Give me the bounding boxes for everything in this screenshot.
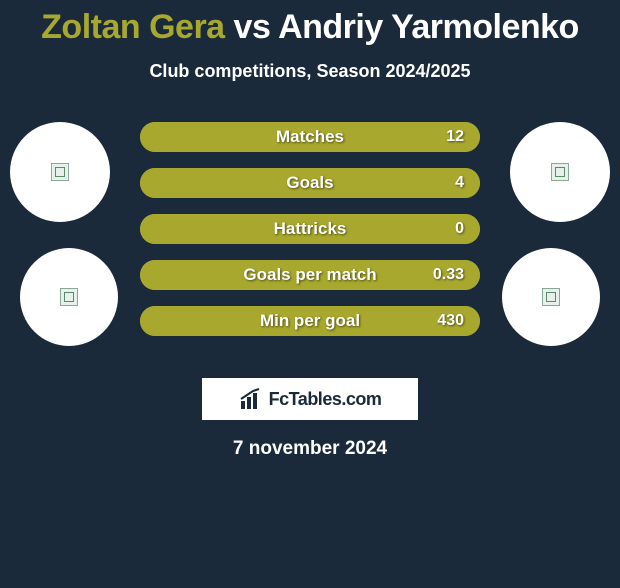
stat-value: 0 xyxy=(455,220,464,238)
stat-row: Goals per match 0.33 xyxy=(140,260,480,290)
stat-label: Goals per match xyxy=(243,265,376,285)
player2-name: Andriy Yarmolenko xyxy=(278,8,579,46)
player1-name: Zoltan Gera xyxy=(41,8,224,46)
brand-text: FcTables.com xyxy=(269,389,382,410)
comparison-content: Matches 12 Goals 4 Hattricks 0 Goals per match… xyxy=(0,122,620,362)
brand-box: FcTables.com xyxy=(202,378,418,420)
broken-image-icon xyxy=(60,288,78,306)
player1-photo-top xyxy=(10,122,110,222)
stat-label: Min per goal xyxy=(260,311,360,331)
stat-value: 12 xyxy=(446,128,464,146)
player1-photo-bottom xyxy=(20,248,118,346)
stat-value: 430 xyxy=(437,312,464,330)
broken-image-icon xyxy=(51,163,69,181)
stat-bars: Matches 12 Goals 4 Hattricks 0 Goals per match… xyxy=(140,122,480,352)
subtitle: Club competitions, Season 2024/2025 xyxy=(0,61,620,82)
stat-label: Matches xyxy=(276,127,344,147)
stat-value: 4 xyxy=(455,174,464,192)
broken-image-icon xyxy=(542,288,560,306)
stat-row: Matches 12 xyxy=(140,122,480,152)
stat-row: Hattricks 0 xyxy=(140,214,480,244)
stat-row: Min per goal 430 xyxy=(140,306,480,336)
comparison-title: Zoltan Gera vs Andriy Yarmolenko xyxy=(0,8,620,47)
broken-image-icon xyxy=(551,163,569,181)
brand-chart-icon xyxy=(239,387,263,411)
stat-value: 0.33 xyxy=(433,266,464,284)
stat-label: Goals xyxy=(286,173,333,193)
snapshot-date: 7 november 2024 xyxy=(0,438,620,460)
stat-row: Goals 4 xyxy=(140,168,480,198)
stat-label: Hattricks xyxy=(274,219,347,239)
player2-photo-top xyxy=(510,122,610,222)
player2-photo-bottom xyxy=(502,248,600,346)
vs-text: vs xyxy=(234,8,271,46)
